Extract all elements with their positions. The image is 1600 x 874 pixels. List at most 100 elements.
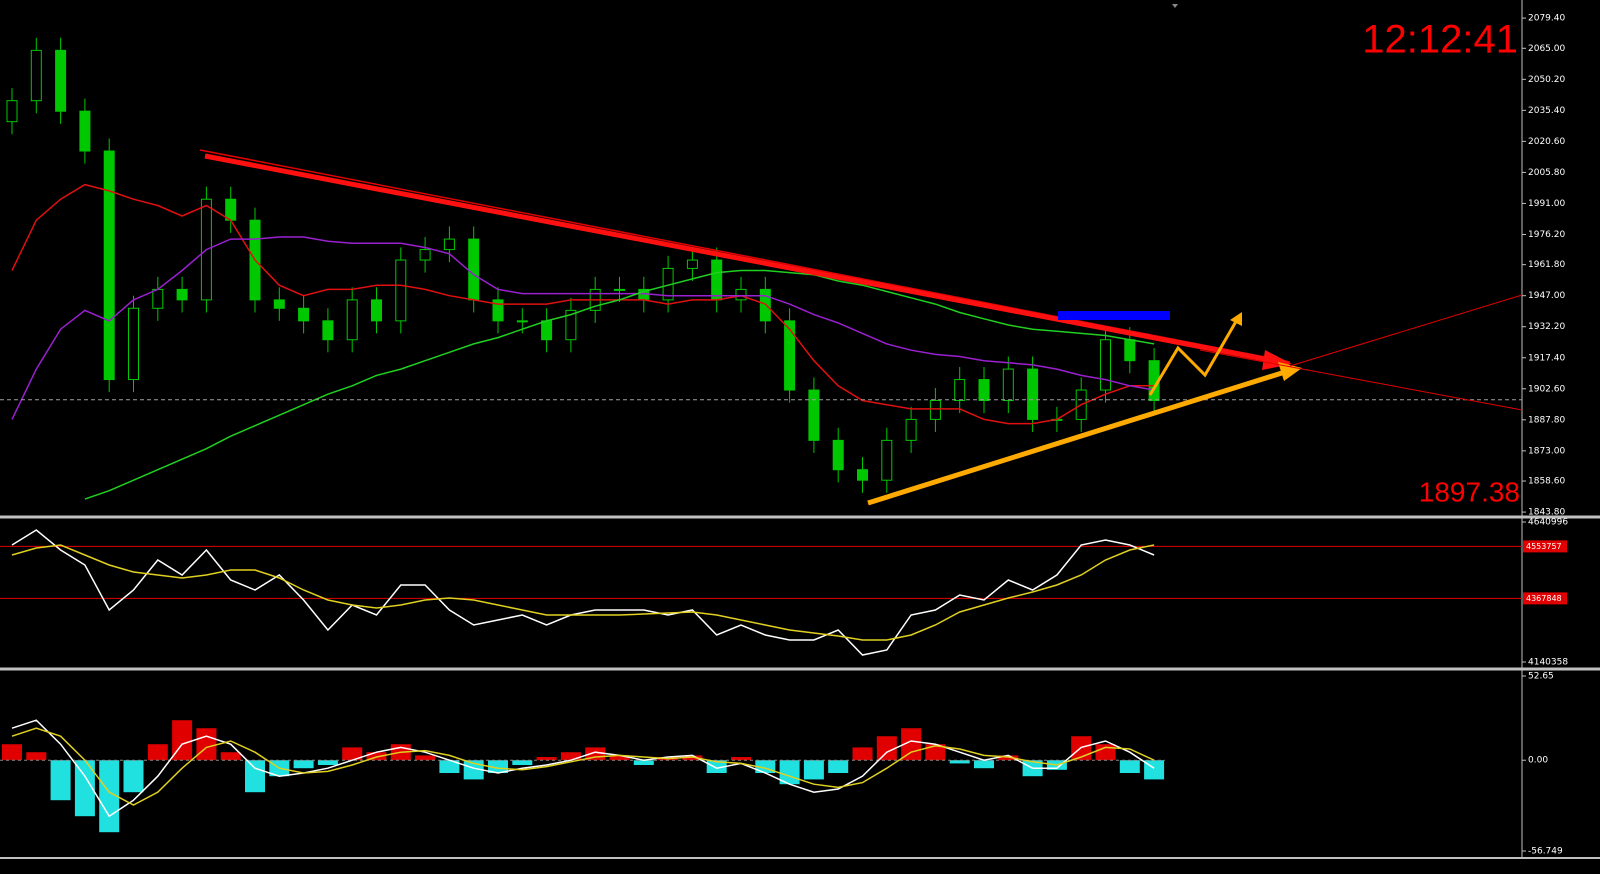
histogram-bar — [828, 760, 849, 774]
indicator-line — [11, 183, 1155, 425]
y-tick-label: 52.65 — [1528, 672, 1554, 682]
indicator-line — [11, 529, 1155, 656]
candle-body — [516, 320, 528, 323]
indicator-line — [11, 544, 1155, 641]
arrowhead — [1278, 362, 1302, 381]
histogram-bar — [1119, 760, 1140, 774]
candle-body — [711, 259, 723, 301]
candle-body — [1027, 368, 1039, 420]
trend-line — [204, 153, 1271, 363]
histogram-bar — [488, 760, 508, 774]
candle-body — [346, 299, 358, 341]
volume-panel — [0, 529, 1522, 656]
candle-body — [978, 379, 990, 402]
histogram-bar — [26, 752, 47, 761]
forecast-arrow — [1148, 317, 1240, 396]
y-tick-label: 2035.40 — [1528, 106, 1565, 116]
y-tick-label: 2050.20 — [1528, 75, 1565, 85]
candle-body — [808, 389, 820, 441]
candle-body — [492, 299, 504, 322]
histogram-bar — [74, 760, 95, 817]
histogram-bar — [706, 760, 727, 774]
histogram-bar — [147, 744, 168, 761]
y-tick-label: 2020.60 — [1528, 137, 1565, 147]
histogram-bar — [220, 752, 241, 761]
trend-line — [1289, 294, 1523, 367]
y-tick-label: 1873.00 — [1528, 446, 1565, 456]
histogram-bar — [925, 744, 946, 761]
arrowhead — [1230, 312, 1242, 326]
candle-body — [103, 150, 115, 381]
histogram-bar — [560, 752, 581, 761]
candle-body — [881, 439, 893, 481]
histogram-bar — [512, 760, 533, 766]
last-price: 1897.38 — [1419, 476, 1520, 507]
trend-line — [1199, 349, 1523, 411]
candle-body — [857, 469, 868, 481]
candle-body — [371, 299, 382, 322]
candle-body — [541, 320, 553, 341]
histogram-bar — [2, 744, 22, 761]
candle-body — [443, 238, 455, 251]
histogram-bar — [99, 760, 120, 833]
zone — [1058, 311, 1170, 320]
histogram-bar — [901, 728, 922, 761]
candle-body — [832, 439, 844, 471]
histogram-bar — [682, 755, 703, 761]
candle-body — [784, 320, 796, 391]
histogram-bar — [876, 736, 897, 761]
candle-body — [419, 249, 431, 261]
candle-body — [225, 198, 237, 221]
candle-body — [468, 238, 480, 301]
histogram-bar — [949, 760, 970, 764]
histogram-bar — [245, 760, 265, 793]
price-panel — [0, 37, 1522, 500]
y-tick-label: 1843.80 — [1528, 508, 1565, 518]
histogram-bar — [852, 747, 873, 761]
histogram-bar — [196, 728, 217, 761]
candle-body — [1100, 339, 1111, 391]
histogram-bar — [803, 760, 824, 780]
y-tick-label: 1902.60 — [1528, 384, 1565, 394]
macd-panel — [0, 719, 1165, 833]
histogram-bar — [536, 757, 557, 761]
candle-body — [954, 379, 966, 402]
drawings — [199, 4, 1523, 506]
y-tick-label: 1858.60 — [1528, 477, 1565, 487]
y-tick-label: 2079.40 — [1528, 14, 1565, 24]
y-tick-label: 1947.00 — [1528, 291, 1565, 301]
histogram-bar — [439, 760, 460, 774]
y-tick-label: 1932.20 — [1528, 322, 1565, 332]
level-label: 4553757 — [1526, 542, 1562, 551]
marker — [1172, 4, 1178, 8]
y-tick-label: 4140358 — [1528, 658, 1568, 668]
candle-body — [735, 288, 747, 301]
candle-body — [1002, 368, 1014, 402]
level-label-box — [1523, 540, 1567, 553]
histogram-bar — [366, 752, 387, 761]
histogram-bar — [342, 747, 363, 761]
candle-body — [905, 418, 917, 441]
y-tick-label: 2005.80 — [1528, 168, 1565, 178]
candle-body — [565, 309, 577, 341]
candle-body — [298, 307, 310, 322]
y-tick-label: 1991.00 — [1528, 199, 1565, 209]
y-tick-label: 1917.40 — [1528, 353, 1565, 363]
histogram-bar — [609, 755, 630, 761]
histogram-bar — [293, 760, 314, 769]
indicator-line — [11, 719, 1155, 818]
trend-line — [867, 369, 1286, 506]
histogram-bar — [633, 760, 654, 766]
candle-body — [395, 259, 407, 322]
y-tick-label: 2065.00 — [1528, 44, 1565, 54]
histogram-bar — [1095, 744, 1116, 761]
indicator-line — [84, 269, 1155, 500]
candle-body — [79, 110, 91, 152]
candle-body — [273, 299, 285, 309]
y-tick-label: 1961.80 — [1528, 260, 1565, 270]
y-tick-label: 0.00 — [1528, 756, 1548, 766]
histogram-bar — [50, 760, 71, 801]
histogram-bar — [415, 755, 436, 761]
